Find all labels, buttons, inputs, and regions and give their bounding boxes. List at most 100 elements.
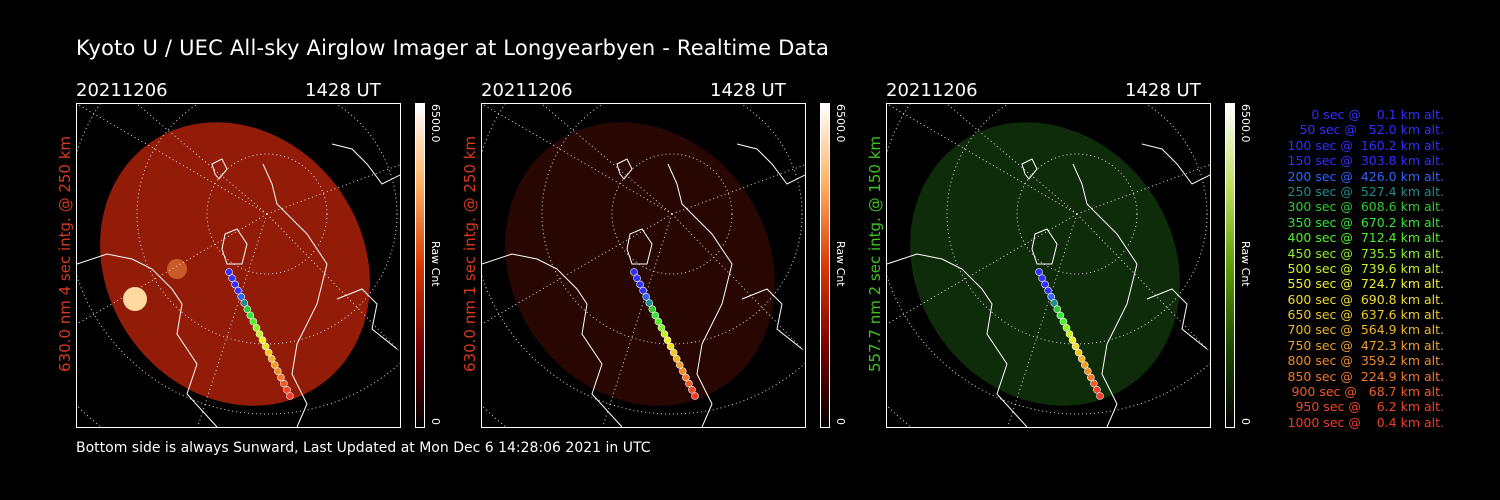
coastline xyxy=(626,228,653,265)
panel-date: 20211206 xyxy=(481,80,573,101)
trajectory-point xyxy=(679,367,687,376)
panel-date: 20211206 xyxy=(886,80,978,101)
coastline xyxy=(1146,288,1208,350)
coastline xyxy=(1021,158,1038,180)
colorbar-max-label: 6500.0 xyxy=(834,104,847,143)
coastline xyxy=(336,288,398,350)
trajectory-point xyxy=(645,299,654,307)
trajectory-point xyxy=(666,342,675,351)
legend-row: 0 sec @ 0.1 km alt. xyxy=(1311,107,1444,122)
footer-note: Bottom side is always Sunward, Last Upda… xyxy=(76,440,651,456)
trajectory-point xyxy=(231,280,239,289)
legend-row: 500 sec @ 739.6 km alt. xyxy=(1287,260,1444,276)
trajectory-point xyxy=(258,336,267,344)
trajectory-point xyxy=(246,311,255,320)
longitude-grid-line xyxy=(77,104,268,215)
colorbar-min-label: 0 xyxy=(834,418,847,425)
trajectory-point xyxy=(672,355,681,363)
legend-row: 550 sec @ 724.7 km alt. xyxy=(1287,276,1444,292)
colorbar-unit-label: Raw Cnt xyxy=(429,241,442,287)
panel-time: 1428 UT xyxy=(305,80,381,101)
trajectory-point xyxy=(234,286,242,295)
legend-row: 900 sec @ 68.7 km alt. xyxy=(1291,384,1444,400)
legend-row: 150 sec @ 303.8 km alt. xyxy=(1287,153,1444,169)
trajectory-point xyxy=(660,330,669,338)
coastline xyxy=(887,253,1028,427)
legend-row: 200 sec @ 426.0 km alt. xyxy=(1287,168,1444,184)
trajectory-point xyxy=(639,286,647,295)
trajectory-point xyxy=(261,342,270,351)
trajectory-point xyxy=(1044,286,1052,295)
coastline xyxy=(482,253,623,427)
trajectory-point xyxy=(1050,299,1059,307)
coastline xyxy=(667,163,733,427)
trajectory-point xyxy=(688,385,696,394)
trajectory-point xyxy=(1096,392,1104,400)
trajectory-point xyxy=(1047,293,1055,301)
longitude-grid-line xyxy=(1076,213,1210,353)
legend-row: 450 sec @ 735.5 km alt. xyxy=(1287,245,1444,261)
allsky-map xyxy=(481,103,806,428)
trajectory-legend: 0 sec @ 0.1 km alt. 50 sec @ 52.0 km alt.… xyxy=(1262,107,1444,430)
latitude-grid-line xyxy=(206,153,328,275)
trajectory-point xyxy=(237,293,245,301)
trajectory-point xyxy=(1093,385,1101,394)
trajectory-point xyxy=(264,348,273,357)
legend-row: 250 sec @ 527.4 km alt. xyxy=(1287,183,1444,199)
trajectory-point xyxy=(270,361,279,369)
coastline xyxy=(736,143,805,185)
airglow-image xyxy=(100,122,370,406)
latitude-grid-line xyxy=(1016,153,1138,275)
longitude-grid-line xyxy=(541,104,673,215)
colorbar xyxy=(820,103,830,428)
longitude-grid-line xyxy=(136,104,268,215)
trajectory-point xyxy=(1074,348,1083,357)
longitude-grid-line xyxy=(671,213,805,353)
longitude-grid-line xyxy=(1007,213,1078,427)
legend-row: 850 sec @ 224.9 km alt. xyxy=(1287,368,1444,384)
longitude-grid-line xyxy=(602,213,673,427)
trajectory-point xyxy=(1087,373,1095,382)
trajectory-point xyxy=(651,311,660,320)
trajectory-point xyxy=(648,305,657,313)
trajectory-point xyxy=(1071,342,1080,351)
trajectory-point xyxy=(682,373,690,382)
trajectory-point xyxy=(1035,268,1043,276)
panel-time: 1428 UT xyxy=(1125,80,1201,101)
colorbar-max-label: 6500.0 xyxy=(429,104,442,143)
trajectory-point xyxy=(1084,367,1092,376)
trajectory-point xyxy=(1053,305,1062,313)
trajectory-point xyxy=(280,379,288,388)
trajectory-point xyxy=(663,336,672,344)
allsky-map xyxy=(76,103,401,428)
longitude-grid-line xyxy=(266,213,400,353)
longitude-grid-line xyxy=(482,213,673,325)
trajectory-point xyxy=(633,274,641,282)
coastline xyxy=(741,288,803,350)
legend-row: 400 sec @ 712.4 km alt. xyxy=(1287,230,1444,246)
trajectory-point xyxy=(277,373,285,382)
coastline xyxy=(262,163,328,427)
trajectory-point xyxy=(243,305,252,313)
trajectory-point xyxy=(1056,311,1065,320)
aurora-spot xyxy=(167,259,187,279)
page-title: Kyoto U / UEC All-sky Airglow Imager at … xyxy=(76,36,830,60)
colorbar-unit-label: Raw Cnt xyxy=(1239,241,1252,287)
airglow-image xyxy=(910,122,1180,406)
trajectory-point xyxy=(657,324,666,332)
trajectory-point xyxy=(675,361,684,369)
trajectory-point xyxy=(249,317,258,326)
trajectory-point xyxy=(1041,280,1049,289)
colorbar-min-label: 0 xyxy=(1239,418,1252,425)
legend-row: 350 sec @ 670.2 km alt. xyxy=(1287,214,1444,230)
legend-row: 600 sec @ 690.8 km alt. xyxy=(1287,291,1444,307)
longitude-grid-line xyxy=(887,104,1078,215)
trajectory-point xyxy=(654,317,663,326)
panel-time: 1428 UT xyxy=(710,80,786,101)
trajectory-point xyxy=(669,348,678,357)
legend-row: 50 sec @ 52.0 km alt. xyxy=(1299,122,1444,138)
trajectory-point xyxy=(225,268,233,276)
coastline xyxy=(616,158,633,180)
panel-date: 20211206 xyxy=(76,80,168,101)
coastline xyxy=(221,228,248,265)
